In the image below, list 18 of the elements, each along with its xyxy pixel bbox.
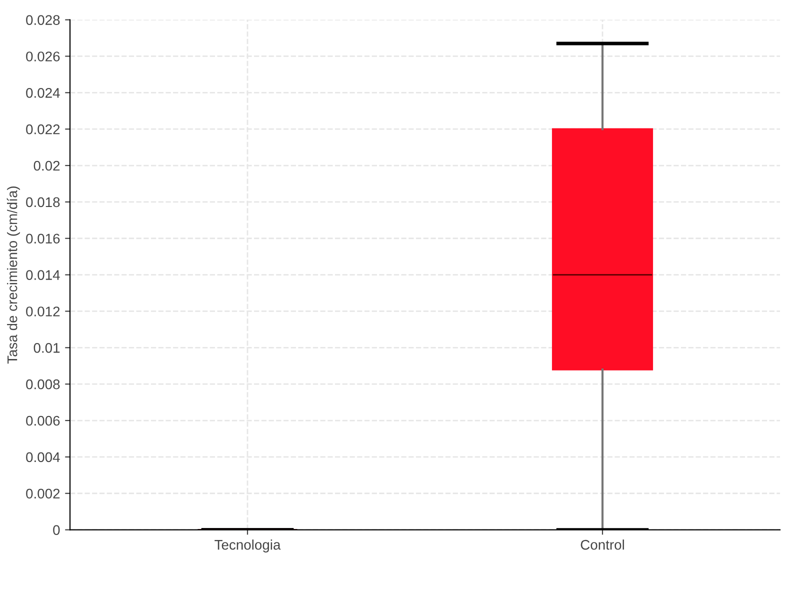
- y-tick-label: 0: [53, 525, 60, 535]
- y-tick-label: 0.01: [34, 342, 60, 353]
- y-tick-label: 0.008: [26, 379, 60, 390]
- y-tick-label: 0.014: [26, 270, 60, 280]
- y-tick-label: 0.016: [26, 234, 60, 244]
- y-tick-label: 0.024: [26, 88, 60, 98]
- y-axis-title: Tasa de crecimiento (cm/día): [6, 186, 20, 364]
- y-tick-label: 0.004: [26, 452, 60, 462]
- y-tick-label: 0.012: [26, 306, 60, 316]
- y-tick-label: 0.026: [26, 52, 60, 62]
- y-tick-label: 0.028: [26, 15, 60, 25]
- y-tick-label: 0.018: [26, 197, 60, 208]
- y-tick-label: 0.002: [26, 488, 60, 499]
- y-tick-label: 0.02: [34, 160, 60, 171]
- x-tick-label: Tecnologia: [214, 540, 281, 552]
- y-tick-label: 0.006: [26, 416, 60, 426]
- x-tick-label: Control: [580, 540, 624, 550]
- y-tick-label: 0.022: [26, 124, 60, 134]
